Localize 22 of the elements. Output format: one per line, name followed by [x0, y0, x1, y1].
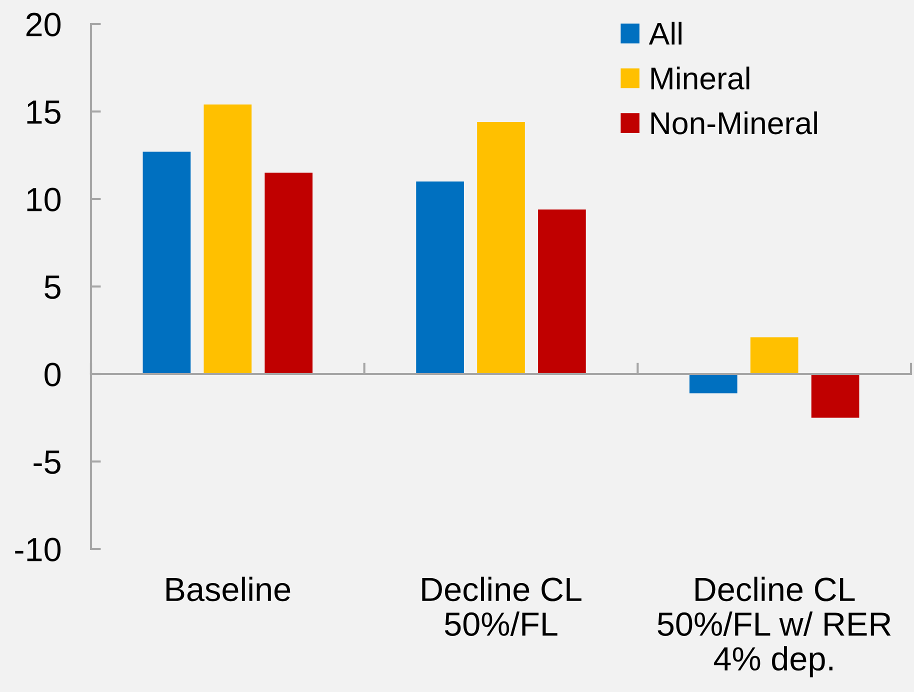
bar — [750, 337, 798, 374]
y-tick-label: 20 — [26, 12, 61, 36]
y-tick-label: -5 — [34, 450, 60, 474]
bar — [204, 104, 252, 374]
x-tick-label: Baseline — [166, 576, 290, 602]
bar — [264, 172, 313, 374]
bar — [416, 182, 464, 374]
y-tick-label: -10 — [15, 538, 61, 562]
y-tick-label: 5 — [44, 276, 60, 299]
legend-label: All — [648, 22, 682, 45]
x-tick-label: Decline CL 50%/FL w/ RER 4% dep. — [658, 576, 891, 678]
bar — [477, 122, 525, 374]
bar — [142, 152, 191, 374]
bar — [811, 374, 860, 418]
legend-label: Non-Mineral — [651, 111, 817, 134]
bar — [689, 374, 738, 394]
legend-label: Mineral — [651, 66, 750, 90]
y-tick-label: 0 — [44, 362, 61, 386]
x-tick-label: Decline CL 50%/FL — [422, 576, 582, 636]
bar — [538, 210, 586, 374]
y-tick-label: 15 — [27, 100, 60, 124]
y-tick-label: 10 — [27, 188, 61, 212]
